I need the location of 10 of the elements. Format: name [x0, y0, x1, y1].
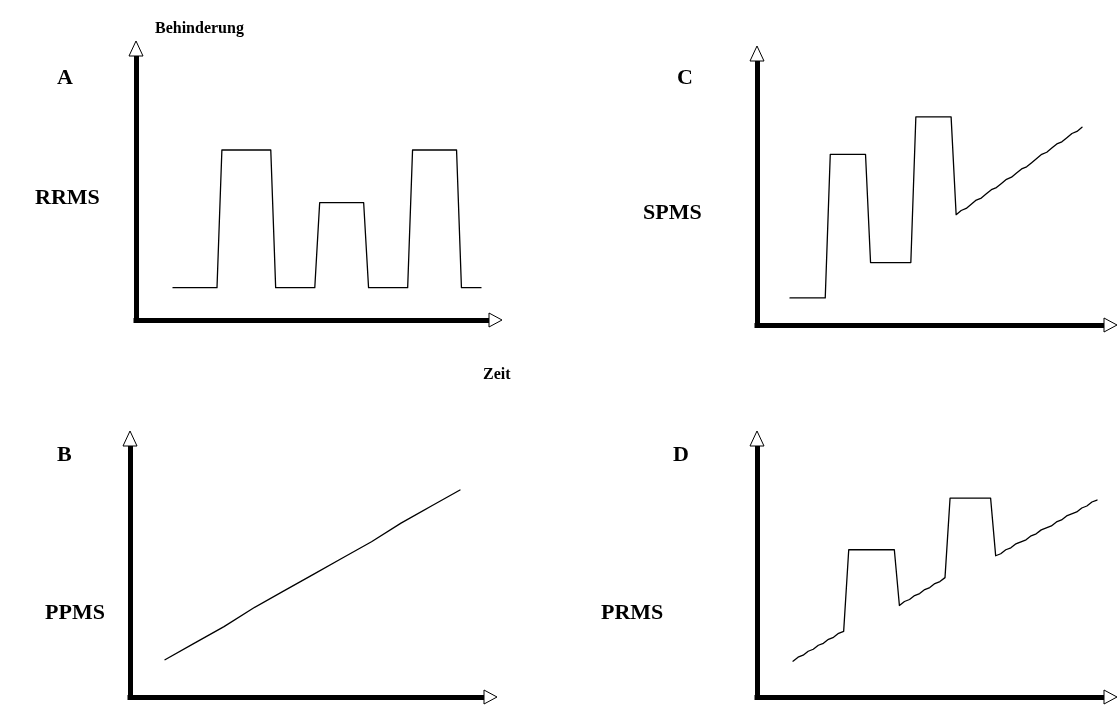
text: PPMS	[45, 598, 105, 624]
text: PRMS	[601, 598, 664, 624]
chart-title: D	[673, 440, 689, 466]
chart-title: B	[57, 440, 72, 466]
chart-title: C	[677, 63, 693, 89]
x-axis-title: Zeit	[483, 364, 512, 382]
text: SPMS	[643, 198, 702, 224]
chart-title: A	[57, 63, 73, 89]
y-axis-title: Behinderung	[155, 18, 244, 37]
text: RRMS	[35, 183, 100, 209]
